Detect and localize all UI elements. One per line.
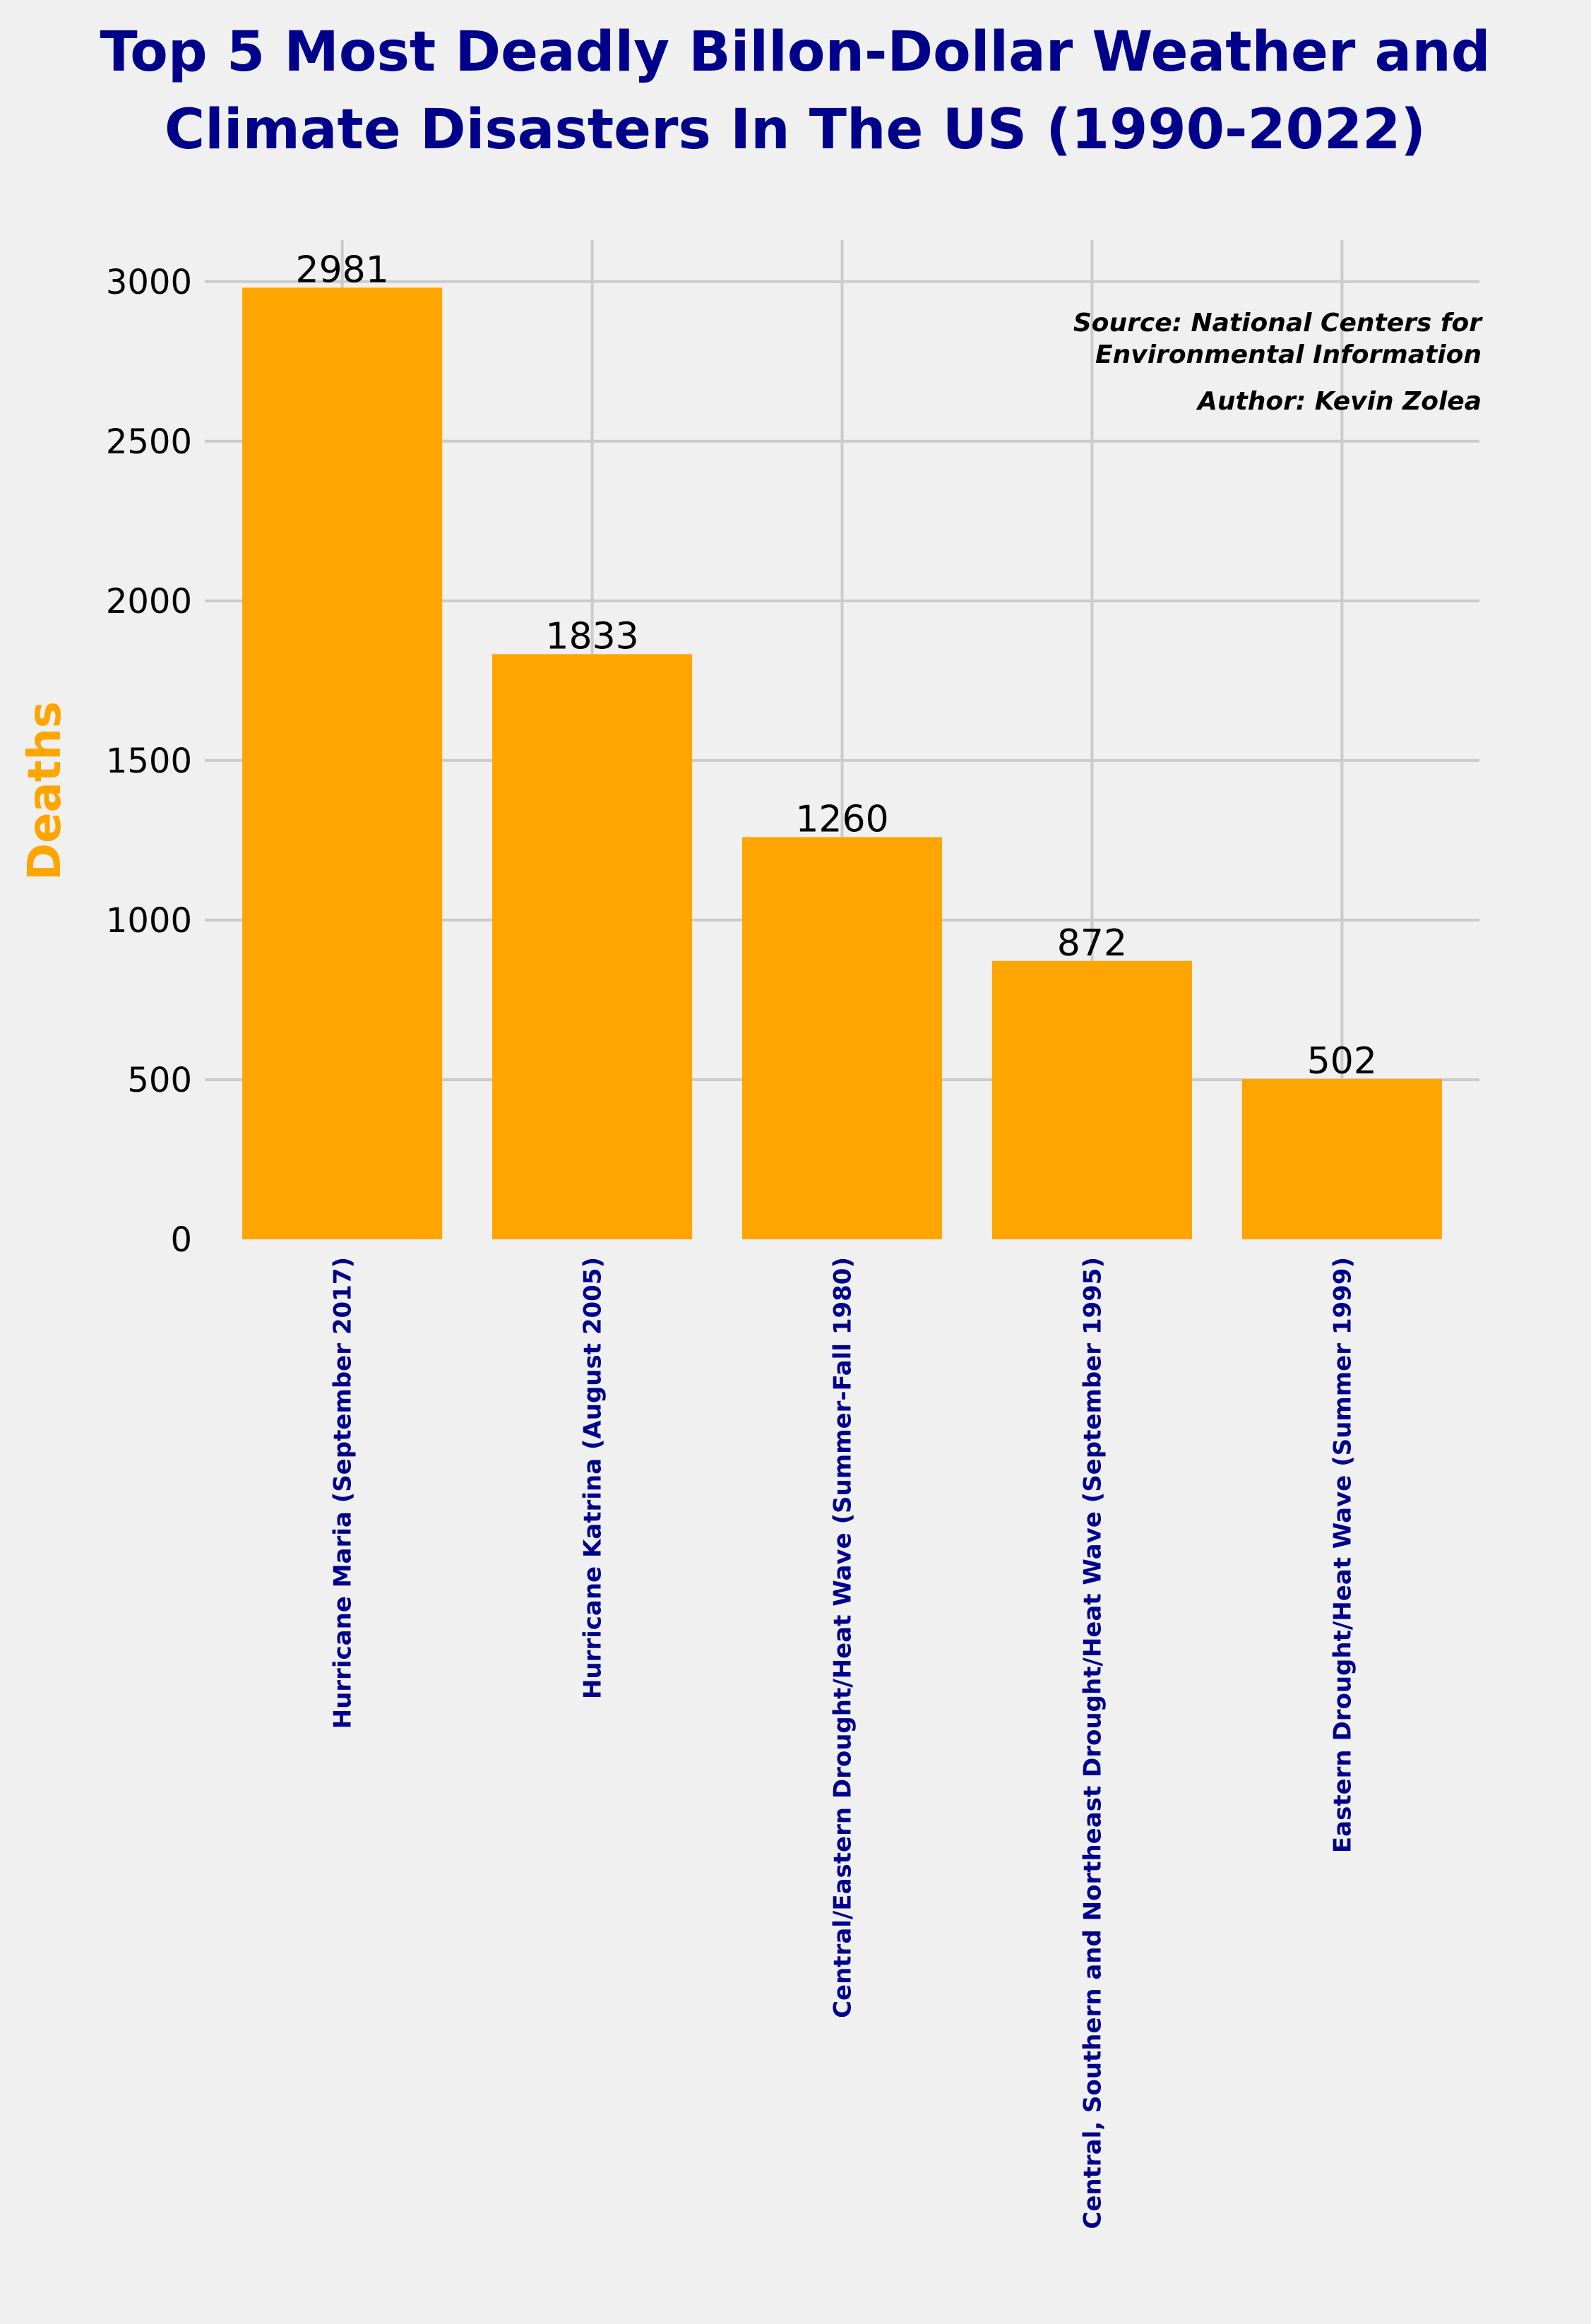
category-labels: Hurricane Maria (September 2017) Hurrican… bbox=[329, 1257, 1357, 2229]
x-tick-label: Hurricane Maria (September 2017) bbox=[329, 1257, 357, 1729]
y-axis-label: Deaths bbox=[19, 701, 71, 881]
bar-value-labels: 2981 1833 1260 872 502 bbox=[295, 249, 1376, 1083]
bars bbox=[242, 287, 1442, 1240]
author-note: Author: Kevin Zolea bbox=[1196, 387, 1482, 416]
y-tick-label: 1000 bbox=[106, 901, 192, 941]
chart-title-line-2: Climate Disasters In The US (1990-2022) bbox=[165, 98, 1426, 162]
x-tick-label: Central, Southern and Northeast Drought/… bbox=[1078, 1257, 1107, 2229]
bar bbox=[741, 837, 943, 1239]
bar-value-label: 872 bbox=[1057, 922, 1127, 965]
x-tick-label: Central/Eastern Drought/Heat Wave (Summe… bbox=[829, 1257, 857, 2018]
x-tick-label: Eastern Drought/Heat Wave (Summer 1999) bbox=[1328, 1257, 1357, 1853]
bar-value-label: 2981 bbox=[295, 249, 388, 291]
y-tick-label: 2000 bbox=[106, 582, 192, 621]
bar-value-label: 502 bbox=[1307, 1040, 1377, 1083]
x-tick-label: Hurricane Katrina (August 2005) bbox=[579, 1257, 607, 1699]
source-note-line-2: Environmental Information bbox=[1095, 340, 1482, 369]
bar-value-label: 1260 bbox=[795, 798, 888, 840]
y-axis-ticks: 0 500 1000 1500 2000 2500 3000 bbox=[106, 263, 192, 1260]
source-note-line-1: Source: National Centers for bbox=[1073, 309, 1483, 338]
y-tick-label: 1500 bbox=[106, 741, 192, 781]
chart-title-line-1: Top 5 Most Deadly Billon-Dollar Weather … bbox=[100, 20, 1490, 84]
bar-value-label: 1833 bbox=[545, 615, 638, 657]
y-tick-label: 500 bbox=[127, 1061, 192, 1100]
y-tick-label: 0 bbox=[170, 1220, 192, 1260]
y-tick-label: 3000 bbox=[106, 263, 192, 302]
bar bbox=[242, 287, 443, 1240]
bar bbox=[492, 654, 693, 1239]
bar bbox=[1241, 1079, 1442, 1239]
y-tick-label: 2500 bbox=[106, 422, 192, 462]
bar bbox=[991, 960, 1192, 1239]
